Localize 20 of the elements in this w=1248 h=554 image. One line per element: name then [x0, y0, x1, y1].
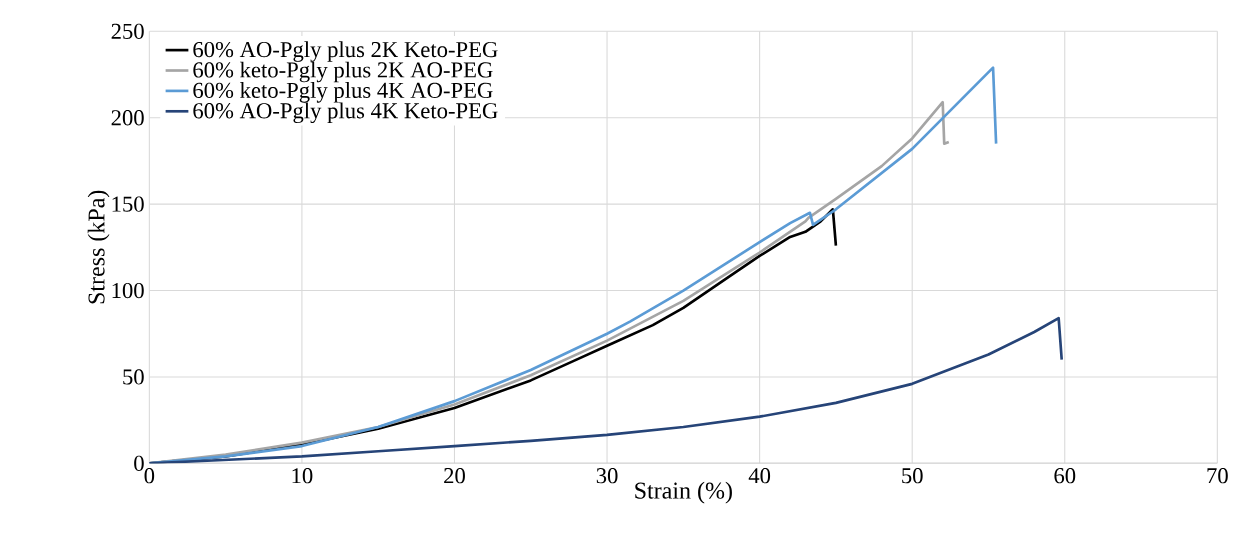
x-tick-label: 40: [748, 468, 771, 484]
y-tick-label: 200: [111, 110, 144, 126]
y-tick-label: 50: [123, 369, 144, 385]
legend-label: 60% AO-Pgly plus 4K Keto-PEG: [193, 102, 498, 124]
legend-label: 60% keto-Pgly plus 4K AO-PEG: [193, 82, 493, 103]
x-tick-label: 20: [444, 468, 465, 484]
x-tick-label: 10: [292, 468, 313, 484]
x-tick-label: 70: [1207, 468, 1228, 484]
y-tick-label: 250: [111, 23, 144, 39]
x-tick-label: 0: [144, 468, 155, 484]
x-axis-title: Strain (%): [635, 481, 732, 504]
x-tick-label: 30: [596, 468, 618, 484]
x-tick-label: 50: [902, 468, 923, 484]
legend-label: 60% AO-Pgly plus 2K Keto-PEG: [193, 41, 498, 62]
legend-label: 60% keto-Pgly plus 2K AO-PEG: [193, 61, 493, 83]
x-tick-label: 60: [1054, 468, 1076, 484]
y-tick-label: 100: [112, 282, 144, 299]
y-tick-label: 150: [112, 196, 144, 212]
y-tick-label: 0: [134, 455, 144, 471]
y-axis-title: Stress (kPa): [87, 190, 110, 304]
